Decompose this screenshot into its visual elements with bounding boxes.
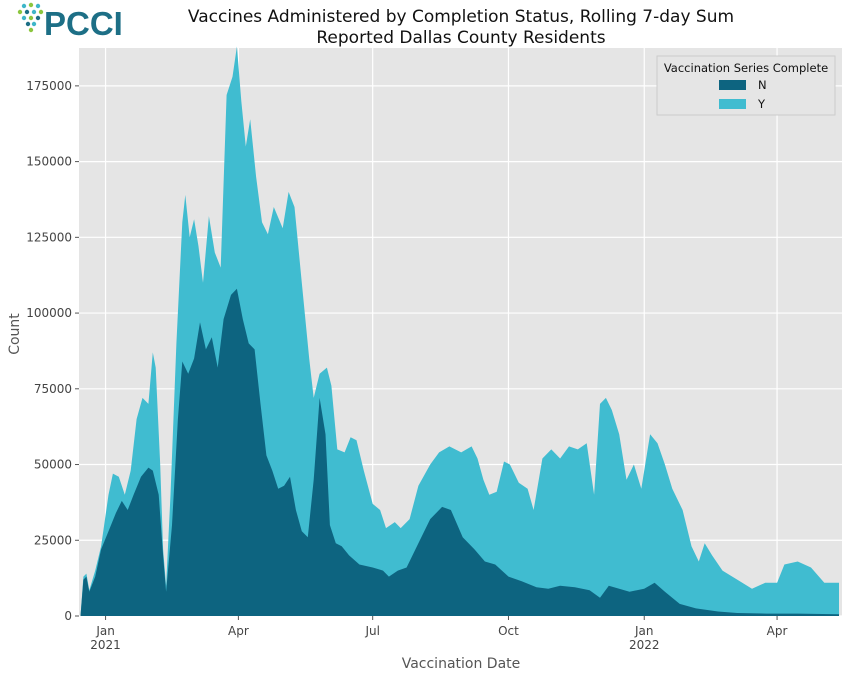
legend-label-n: N (758, 78, 767, 92)
x-tick-label: Jan (634, 624, 654, 638)
logo-dots-icon (17, 2, 44, 33)
area-series-n (80, 288, 839, 616)
y-tick-label: 150000 (26, 155, 72, 169)
y-tick-label: 0 (64, 609, 72, 623)
legend-label-y: Y (757, 97, 766, 111)
legend-swatch-y (719, 99, 746, 109)
legend-swatch-n (719, 80, 746, 90)
y-ticks: 0 25000 50000 75000 100000 125000 150000 175000 (26, 79, 79, 623)
legend: Vaccination Series Complete N Y (656, 55, 836, 116)
x-tick-year-label: 2021 (90, 638, 121, 652)
y-tick-label: 75000 (34, 382, 72, 396)
x-tick-label: Jul (364, 624, 379, 638)
logo-text: PCCI (44, 5, 123, 42)
chart-title: Vaccines Administered by Completion Stat… (188, 7, 734, 27)
areas (80, 46, 839, 616)
pcci-logo: PCCI (17, 2, 123, 42)
x-axis-label: Vaccination Date (402, 656, 521, 672)
x-tick-label: Oct (498, 624, 519, 638)
x-tick-label: Apr (228, 624, 249, 638)
y-tick-label: 100000 (26, 306, 72, 320)
legend-title: Vaccination Series Complete (664, 61, 828, 75)
y-tick-label: 25000 (34, 533, 72, 547)
y-tick-label: 50000 (34, 458, 72, 472)
x-tick-label: Apr (767, 624, 788, 638)
y-tick-label: 125000 (26, 230, 72, 244)
chart-subtitle: Reported Dallas County Residents (316, 28, 605, 48)
y-axis-label: Count (7, 313, 23, 355)
y-tick-label: 175000 (26, 79, 72, 93)
x-tick-label: Jan (95, 624, 115, 638)
x-tick-year-label: 2022 (629, 638, 660, 652)
